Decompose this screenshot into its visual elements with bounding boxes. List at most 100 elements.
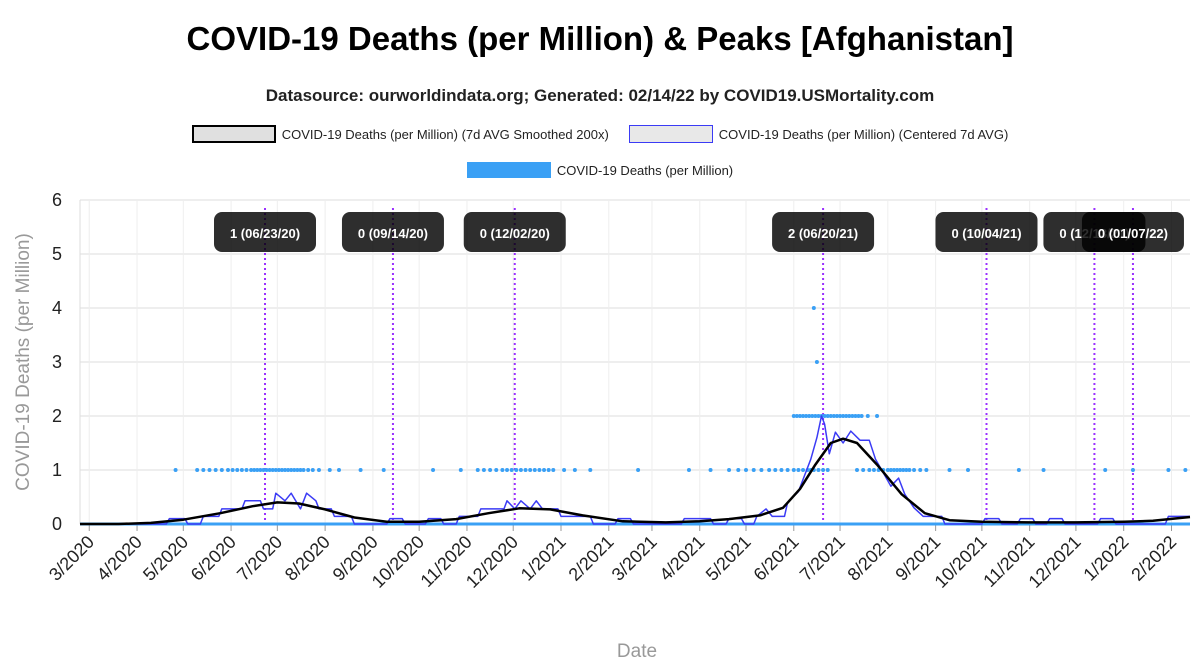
x-tick-label-2/2021: 2/2021: [565, 532, 618, 585]
raw-point-32: [327, 468, 332, 472]
raw-point-70: [796, 468, 801, 472]
raw-point-76: [821, 468, 826, 472]
raw-point-85: [888, 468, 893, 472]
raw-point-84: [885, 468, 890, 472]
raw-point-3: [207, 468, 212, 472]
raw-point-103: [791, 414, 796, 418]
raw-point-34: [358, 468, 363, 472]
raw-point-69: [791, 468, 796, 472]
raw-point-122: [850, 414, 855, 418]
y-tick-label-2: 2: [52, 406, 62, 426]
raw-point-99: [1103, 468, 1108, 472]
raw-point-108: [807, 414, 812, 418]
raw-point-77: [825, 468, 830, 472]
raw-point-75: [816, 468, 821, 472]
raw-point-7: [230, 468, 235, 472]
x-tick-label-12/2020: 12/2020: [462, 532, 522, 592]
series-line-centered-avg: [80, 415, 1190, 525]
peak-label-text-2020-06-23: 1 (06/23/20): [230, 226, 300, 241]
legend-label-raw: COVID-19 Deaths (per Million): [556, 162, 734, 178]
raw-point-36: [431, 468, 436, 472]
raw-point-110: [813, 414, 818, 418]
raw-point-71: [801, 468, 806, 472]
peak-label-box-2020-09-14: [341, 212, 444, 252]
raw-point-118: [838, 414, 843, 418]
raw-point-78: [855, 468, 859, 472]
raw-point-49: [532, 468, 537, 472]
raw-point-42: [500, 468, 505, 472]
raw-point-128: [814, 360, 819, 364]
raw-point-22: [283, 468, 288, 472]
raw-point-11: [249, 468, 254, 472]
raw-point-25: [292, 468, 297, 472]
legend-item-smoothed[interactable]: COVID-19 Deaths (per Million) (7d AVG Sm…: [191, 125, 609, 143]
x-tick-label-3/2020: 3/2020: [45, 532, 98, 585]
raw-point-61: [736, 468, 741, 472]
raw-point-96: [966, 468, 970, 472]
legend-item-raw[interactable]: COVID-19 Deaths (per Million): [466, 162, 734, 178]
raw-point-94: [924, 468, 929, 472]
raw-point-62: [744, 468, 748, 472]
raw-point-20: [276, 468, 281, 472]
legend-item-centered-avg[interactable]: COVID-19 Deaths (per Million) (Centered …: [628, 125, 1008, 143]
peak-label-2021-10-04: 0 (10/04/21): [935, 212, 1038, 252]
peak-label-2020-09-14: 0 (09/14/20): [341, 212, 444, 252]
series-line-smoothed: [80, 437, 1191, 526]
x-tick-label-8/2021: 8/2021: [844, 532, 897, 585]
x-tick-label-1/2022: 1/2022: [1079, 532, 1132, 585]
legend-swatch-centered-avg: [628, 125, 713, 143]
x-tick-label-6/2020: 6/2020: [187, 532, 240, 585]
x-tick-label-8/2020: 8/2020: [281, 532, 334, 585]
y-tick-label-1: 1: [52, 460, 62, 480]
legend-label-smoothed: COVID-19 Deaths (per Million) (7d AVG Sm…: [281, 126, 609, 142]
raw-point-107: [804, 414, 809, 418]
raw-point-89: [901, 468, 906, 472]
raw-point-9: [239, 468, 244, 472]
raw-point-17: [267, 468, 272, 472]
peak-label-box-2020-12-02: [463, 212, 566, 252]
raw-point-8: [235, 468, 240, 472]
raw-point-48: [528, 468, 533, 472]
raw-point-79: [861, 468, 866, 472]
raw-point-0: [173, 468, 178, 472]
raw-point-30: [310, 468, 315, 472]
raw-point-50: [537, 468, 542, 472]
peak-labels: 1 (06/23/20) 0 (09/14/20) 0 (12/02/20) 2 (0…: [214, 212, 1184, 252]
raw-point-33: [337, 468, 341, 472]
chart-title: COVID-19 Deaths (per Million) & Peaks [A…: [186, 20, 1014, 57]
raw-point-126: [865, 414, 870, 418]
raw-point-5: [219, 468, 224, 472]
x-tick-label-3/2021: 3/2021: [608, 532, 661, 585]
peak-lines: [264, 208, 1134, 524]
raw-point-117: [834, 414, 839, 418]
raw-point-4: [213, 468, 218, 472]
peak-label-2021-06-20: 2 (06/20/21): [772, 212, 875, 252]
legend-row-1: COVID-19 Deaths (per Million) (7d AVG Sm…: [0, 125, 1200, 143]
raw-point-24: [289, 468, 294, 472]
peak-label-box-2021-10-04: [935, 212, 1038, 252]
raw-point-101: [1166, 468, 1171, 472]
raw-point-31: [316, 468, 321, 472]
raw-point-1: [195, 468, 200, 472]
raw-point-121: [847, 414, 852, 418]
x-axis-label: Date: [617, 641, 657, 662]
raw-point-13: [255, 468, 260, 472]
raw-point-120: [844, 414, 849, 418]
raw-point-28: [301, 468, 306, 472]
raw-point-127: [875, 414, 880, 418]
raw-point-44: [509, 468, 514, 472]
x-tick-label-2/2022: 2/2022: [1127, 532, 1180, 585]
raw-point-16: [264, 468, 269, 472]
x-tick-label-5/2020: 5/2020: [139, 532, 192, 585]
x-tick-label-5/2021: 5/2021: [702, 532, 755, 585]
raw-point-37: [458, 468, 463, 472]
raw-point-125: [859, 414, 864, 418]
raw-point-60: [727, 468, 732, 472]
legend-swatch-smoothed: [191, 125, 276, 143]
raw-point-6: [226, 468, 230, 472]
raw-point-123: [853, 414, 858, 418]
raw-point-93: [918, 468, 923, 472]
raw-point-91: [907, 468, 912, 472]
raw-point-14: [258, 468, 263, 472]
